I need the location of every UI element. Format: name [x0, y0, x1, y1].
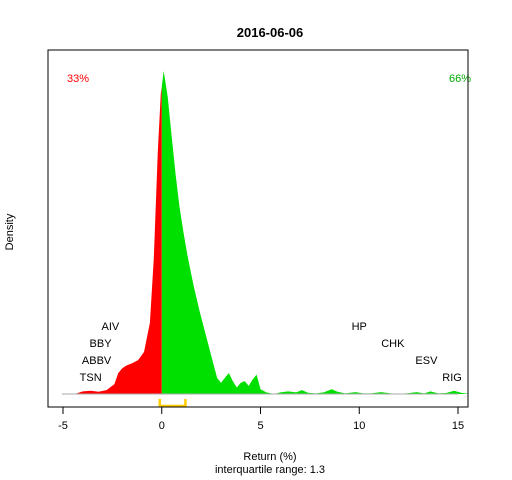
ticker-label-abbv: ABBV — [82, 355, 112, 367]
ticker-label-esv: ESV — [415, 355, 438, 367]
x-tick-label: 10 — [353, 420, 365, 432]
ticker-label-aiv: AIV — [102, 321, 120, 333]
ticker-label-rig: RIG — [442, 372, 462, 384]
right-share-label: 66% — [449, 73, 471, 85]
plot-frame — [47, 49, 469, 408]
y-axis-label: Density — [4, 213, 16, 250]
x-axis: -5 0 5 10 15 — [58, 406, 464, 432]
negative-density — [74, 86, 162, 394]
ticker-label-hp: HP — [352, 321, 367, 333]
ticker-label-tsn: TSN — [80, 372, 102, 384]
ticker-label-bby: BBY — [90, 338, 113, 350]
x-axis-label: Return (%) — [243, 451, 296, 463]
x-tick-label: 5 — [257, 420, 263, 432]
density-area — [74, 71, 470, 394]
ticker-label-chk: CHK — [381, 338, 405, 350]
iqr-bracket — [158, 399, 187, 408]
x-tick-label: 15 — [452, 420, 464, 432]
positive-density — [161, 71, 470, 394]
x-tick-label: -5 — [58, 420, 68, 432]
chart-title: 2016-06-06 — [237, 25, 304, 40]
ticker-annotations: AIV BBY ABBV TSN HP CHK ESV RIG — [80, 321, 462, 384]
iqr-subtitle: interquartile range: 1.3 — [215, 464, 325, 476]
left-share-label: 33% — [67, 73, 89, 85]
x-tick-label: 0 — [159, 420, 165, 432]
